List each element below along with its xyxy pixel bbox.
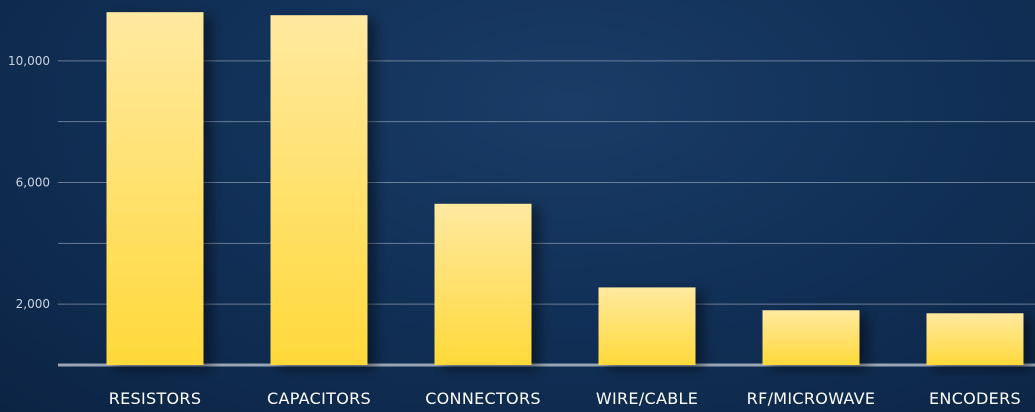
x-category-label: CAPACITORS [267,389,371,408]
bar-resistors [107,12,204,365]
bar-connectors [435,204,532,365]
x-axis-categories: RESISTORS CAPACITORS CONNECTORS WIRE/CABLE R… [109,389,1021,408]
gridlines [58,61,1035,365]
bar-encoders [927,313,1024,365]
bar-wire-cable [599,287,696,365]
bars [107,12,1024,365]
bar-rf-microwave [763,310,860,365]
x-category-label: CONNECTORS [425,389,541,408]
x-category-label: WIRE/CABLE [596,389,698,408]
bar-capacitors [271,15,368,365]
y-tick-label: 2,000 [16,297,50,311]
x-category-label: RF/MICROWAVE [747,389,876,408]
x-category-label: ENCODERS [929,389,1021,408]
y-tick-label: 6,000 [16,176,50,190]
y-axis-ticks: 2,000 6,000 10,000 [8,54,50,311]
y-tick-label: 10,000 [8,54,50,68]
x-category-label: RESISTORS [109,389,202,408]
